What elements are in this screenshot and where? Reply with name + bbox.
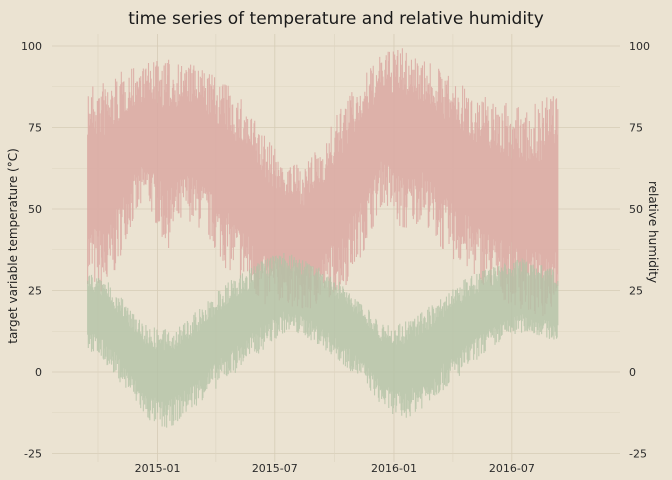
y-tick-label-left: 100: [21, 40, 42, 53]
plot-series: [87, 48, 559, 428]
y-tick-label-left: 75: [28, 122, 42, 135]
y-tick-label-right: 100: [629, 40, 650, 53]
x-tick-label: 2016-01: [371, 462, 417, 475]
y-tick-label-left: 0: [35, 366, 42, 379]
x-tick-label: 2015-01: [135, 462, 181, 475]
tick-labels: -25 -25 0 0 25 25 50 50 75 75 100 100 2015-01 2015-07…: [21, 40, 650, 475]
y-tick-label-left: 50: [28, 203, 42, 216]
humidity-daily-range: [87, 48, 559, 316]
temperature-series: [87, 253, 559, 428]
y-tick-label-right: 25: [629, 285, 643, 298]
y-tick-label-right: 0: [629, 366, 636, 379]
humidity-series: [87, 48, 559, 316]
y-tick-label-right: 75: [629, 122, 643, 135]
y-tick-label-left: 25: [28, 285, 42, 298]
y-tick-label-right: -25: [629, 448, 647, 461]
y-tick-label-left: -25: [24, 448, 42, 461]
y-axis-label-left: target variable temperature (°C): [6, 148, 20, 344]
temperature-daily-range: [87, 253, 559, 428]
x-tick-label: 2016-07: [489, 462, 535, 475]
x-tick-label: 2015-07: [252, 462, 298, 475]
chart-title: time series of temperature and relative …: [128, 9, 544, 29]
y-axis-label-right: relative humidity: [646, 181, 660, 283]
y-tick-label-right: 50: [629, 203, 643, 216]
